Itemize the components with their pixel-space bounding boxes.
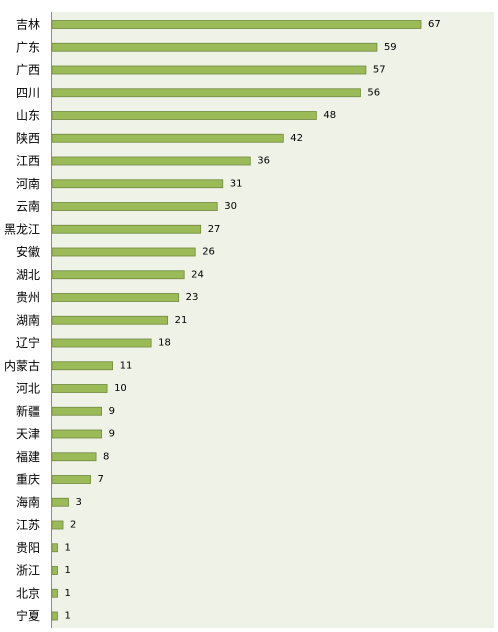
bar xyxy=(51,270,185,280)
value-label: 7 xyxy=(98,474,104,485)
value-label: 48 xyxy=(323,110,336,121)
bar xyxy=(51,88,361,98)
value-label: 1 xyxy=(65,542,71,553)
bar xyxy=(51,497,69,507)
category-label: 宁夏 xyxy=(16,608,40,623)
category-label: 内蒙古 xyxy=(4,358,40,373)
bar xyxy=(51,42,378,52)
bar xyxy=(51,566,58,575)
category-label: 河北 xyxy=(16,382,40,396)
bar xyxy=(51,361,113,371)
category-label: 江苏 xyxy=(16,518,40,532)
bar xyxy=(51,224,202,234)
category-label: 湖北 xyxy=(16,267,40,282)
bar xyxy=(51,406,102,416)
bar xyxy=(51,384,108,393)
bar xyxy=(51,202,218,211)
category-label: 新疆 xyxy=(16,403,40,418)
category-label: 北京 xyxy=(16,586,40,600)
category-label: 河南 xyxy=(16,176,40,191)
value-label: 36 xyxy=(257,156,270,167)
bar xyxy=(51,452,97,462)
category-label: 广西 xyxy=(16,63,40,77)
bar xyxy=(51,475,91,484)
value-label: 21 xyxy=(175,315,188,326)
category-label: 吉林 xyxy=(16,18,40,32)
value-label: 30 xyxy=(224,201,237,212)
category-label: 安徽 xyxy=(16,244,40,259)
value-label: 9 xyxy=(109,406,115,417)
bar xyxy=(51,588,58,598)
value-label: 8 xyxy=(103,451,109,462)
bar xyxy=(51,247,196,257)
value-label: 23 xyxy=(186,292,199,303)
category-label: 辽宁 xyxy=(16,335,40,350)
value-label: 1 xyxy=(65,611,71,622)
value-label: 2 xyxy=(70,520,76,531)
bar xyxy=(51,179,224,189)
value-label: 31 xyxy=(230,178,243,189)
category-label: 云南 xyxy=(16,199,40,214)
value-label: 1 xyxy=(65,588,71,599)
category-label: 江西 xyxy=(16,154,40,168)
value-label: 27 xyxy=(208,224,221,235)
value-label: 56 xyxy=(367,87,380,98)
bar xyxy=(51,611,58,621)
value-label: 9 xyxy=(109,429,115,440)
category-label: 浙江 xyxy=(16,564,40,578)
bars-layer xyxy=(51,20,422,621)
category-label: 福建 xyxy=(16,449,40,464)
value-label: 11 xyxy=(120,360,133,371)
bar xyxy=(51,429,102,439)
category-label: 贵阳 xyxy=(16,541,40,555)
value-label: 24 xyxy=(191,269,204,280)
category-label: 重庆 xyxy=(16,473,40,487)
value-label: 1 xyxy=(65,565,71,576)
value-label: 18 xyxy=(158,338,171,349)
bar xyxy=(51,156,251,166)
bar xyxy=(51,543,58,553)
bar xyxy=(51,111,317,120)
category-label: 贵州 xyxy=(16,291,40,305)
value-label: 57 xyxy=(373,65,386,76)
bar xyxy=(51,293,180,302)
value-label: 59 xyxy=(384,42,397,53)
category-label: 陕西 xyxy=(16,130,40,145)
category-label: 湖南 xyxy=(16,312,40,327)
category-label: 四川 xyxy=(16,86,40,100)
bar xyxy=(51,315,169,325)
value-label: 10 xyxy=(114,383,127,394)
bar xyxy=(51,65,367,75)
category-label: 广东 xyxy=(16,40,40,54)
bar xyxy=(51,520,64,530)
bar xyxy=(51,338,152,348)
value-label: 42 xyxy=(290,133,303,144)
value-label: 3 xyxy=(76,497,82,508)
bar xyxy=(51,20,422,29)
category-label: 山东 xyxy=(16,109,40,123)
category-label: 海南 xyxy=(16,494,40,509)
category-label: 天津 xyxy=(16,427,40,441)
bar xyxy=(51,133,284,143)
value-label: 67 xyxy=(428,19,441,30)
value-label: 26 xyxy=(202,247,215,258)
category-label: 黑龙江 xyxy=(4,222,40,236)
